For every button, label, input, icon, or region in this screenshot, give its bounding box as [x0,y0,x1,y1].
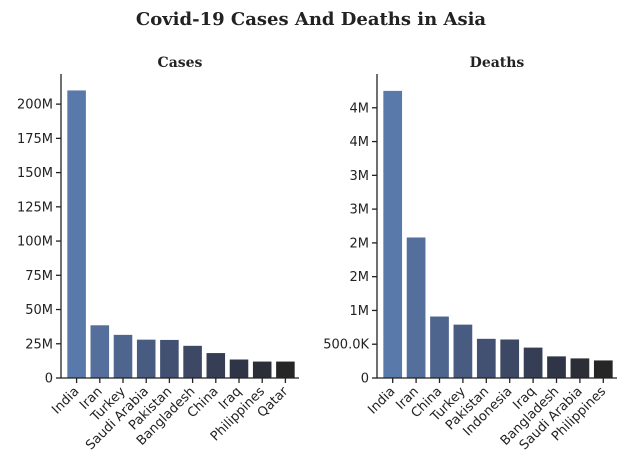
bar-pakistan [476,338,496,378]
bar-philippines [252,361,272,378]
chart-title: Deaths [470,55,525,71]
bar-china [206,353,226,378]
y-tick-label: 2M [350,236,370,251]
bar-saudi-arabia [570,358,590,378]
bar-iraq [229,359,249,378]
y-tick-label: 150M [17,166,53,181]
figure-title: Covid-19 Cases And Deaths in Asia [136,9,487,30]
y-tick-label: 75M [25,269,53,284]
y-tick-label: 4M [350,135,370,150]
y-tick-label: 4M [350,101,370,116]
y-tick-label: 25M [25,337,53,352]
chart-title: Cases [158,55,203,71]
bar-bangladesh [183,345,202,378]
bar-turkey [453,324,473,378]
bar-philippines [593,360,613,378]
y-tick-label: 3M [350,169,370,184]
bar-saudi-arabia [136,339,156,378]
bar-indonesia [500,339,520,378]
bar-qatar [276,361,295,378]
bar-india [67,90,86,378]
y-tick-label: 500.0K [323,338,369,353]
y-tick-label: 0 [45,372,53,387]
y-tick-label: 3M [350,203,370,218]
bar-china [430,316,449,378]
y-tick-label: 1M [350,304,370,319]
bar-iran [406,237,426,378]
bar-pakistan [160,339,179,378]
bar-iran [90,325,110,378]
deaths-chart: DeathsIndiaIranChinaTurkeyPakistanIndone… [323,55,617,453]
y-tick-label: 50M [25,303,53,318]
bar-iraq [523,347,543,378]
y-tick-label: 125M [17,200,53,215]
y-tick-label: 175M [17,132,53,147]
bar-turkey [113,334,133,378]
y-tick-label: 2M [350,270,370,285]
y-tick-label: 100M [17,235,53,250]
y-tick-label: 0 [361,372,369,387]
bar-india [383,90,403,378]
bar-bangladesh [547,356,566,378]
y-tick-label: 200M [17,98,53,113]
